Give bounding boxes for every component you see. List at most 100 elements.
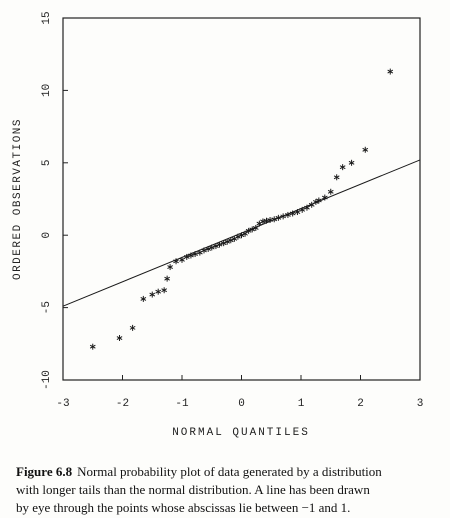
marker-stroke: [271, 217, 278, 222]
point: [155, 288, 162, 295]
y-tick-label: -10: [41, 370, 53, 390]
x-tick-label: -2: [116, 398, 129, 410]
point: [179, 256, 185, 263]
marker-stroke: [348, 160, 355, 165]
marker-stroke: [188, 253, 194, 258]
point: [289, 210, 296, 217]
point: [252, 224, 259, 231]
point: [167, 264, 173, 271]
marker-stroke: [167, 265, 173, 269]
x-tick-label: -3: [56, 398, 69, 410]
point: [304, 204, 310, 211]
marker-stroke: [280, 214, 287, 219]
point: [164, 275, 170, 282]
y-tick-label: -5: [41, 301, 53, 314]
point: [249, 226, 256, 233]
point: [280, 213, 287, 220]
caption-line: Normal probability plot of data generate…: [77, 464, 382, 479]
point: [208, 244, 215, 251]
point: [227, 237, 234, 244]
marker-stroke: [192, 252, 198, 256]
marker-stroke: [224, 239, 231, 244]
point: [333, 174, 340, 181]
x-axis-label: NORMAL QUANTILES: [172, 427, 310, 439]
marker-stroke: [183, 254, 190, 259]
y-tick-label: 0: [41, 232, 53, 239]
point: [242, 230, 248, 237]
marker-stroke: [275, 215, 282, 220]
y-tick-label: 5: [41, 159, 53, 166]
point: [256, 220, 263, 227]
point: [183, 253, 190, 260]
caption-line: by eye through the points whose abscissa…: [16, 500, 350, 515]
point: [173, 258, 179, 265]
point: [140, 295, 147, 302]
marker-stroke: [260, 219, 266, 224]
point: [327, 188, 334, 195]
y-tick-label: 10: [41, 84, 53, 97]
point: [89, 343, 96, 350]
point: [245, 227, 252, 234]
point: [149, 291, 156, 298]
marker-stroke: [333, 175, 340, 180]
marker-stroke: [242, 231, 248, 236]
marker-stroke: [213, 244, 219, 248]
y-tick-label: 15: [41, 11, 53, 24]
marker-stroke: [267, 218, 273, 222]
caption-label: Figure 6.8: [16, 464, 73, 479]
y-axis-label: ORDERED OBSERVATIONS: [12, 118, 24, 280]
caption: Figure 6.8 Normal probability plot of dat…: [16, 464, 382, 479]
point: [216, 241, 223, 248]
marker-stroke: [155, 289, 162, 294]
marker-stroke: [129, 325, 136, 330]
point: [205, 245, 212, 252]
marker-stroke: [285, 212, 291, 217]
marker-stroke: [289, 211, 296, 216]
marker-stroke: [235, 234, 241, 239]
point: [116, 335, 123, 342]
marker-stroke: [116, 336, 123, 340]
x-tick-label: -1: [175, 398, 189, 410]
point: [235, 233, 241, 240]
marker-stroke: [164, 276, 170, 281]
point: [299, 206, 306, 213]
marker-stroke: [362, 147, 369, 152]
marker-stroke: [149, 292, 156, 297]
marker-stroke: [161, 288, 168, 293]
point: [220, 240, 227, 247]
point: [348, 159, 355, 166]
marker-stroke: [299, 207, 306, 212]
marker-stroke: [263, 218, 270, 223]
marker-stroke: [140, 296, 147, 301]
point: [271, 216, 278, 223]
marker-stroke: [173, 259, 179, 264]
marker-stroke: [304, 205, 310, 210]
marker-stroke: [339, 165, 346, 170]
caption-line: with longer tails than the normal distri…: [16, 482, 370, 497]
marker-stroke: [315, 198, 322, 203]
point: [188, 252, 194, 259]
marker-stroke: [249, 227, 256, 232]
marker-stroke: [179, 257, 185, 262]
point: [213, 243, 219, 250]
marker-stroke: [387, 69, 394, 74]
marker-stroke: [252, 226, 259, 230]
marker-stroke: [89, 344, 96, 349]
point: [201, 247, 207, 254]
marker-stroke: [321, 195, 328, 200]
marker-stroke: [308, 202, 315, 207]
x-tick-label: 1: [298, 398, 305, 410]
point: [321, 194, 328, 201]
x-tick-label: 0: [238, 398, 245, 410]
point: [129, 324, 136, 331]
marker-stroke: [216, 242, 223, 247]
point: [387, 68, 394, 75]
point: [275, 214, 282, 221]
point: [192, 251, 198, 258]
x-tick-label: 3: [417, 398, 424, 410]
point: [238, 232, 245, 239]
marker-stroke: [294, 210, 301, 214]
point: [224, 238, 231, 245]
marker-stroke: [201, 248, 207, 253]
